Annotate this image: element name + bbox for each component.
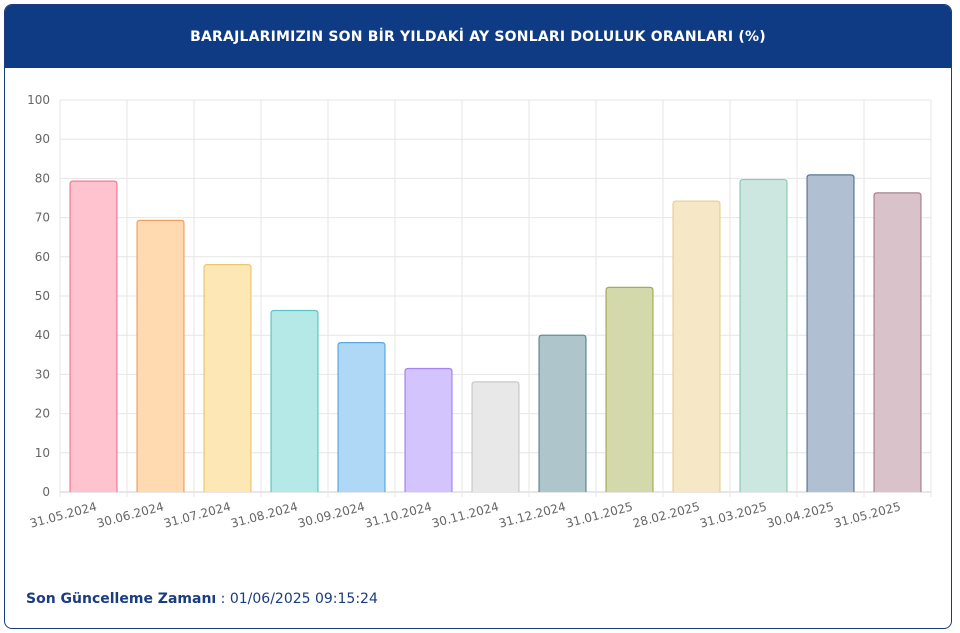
bar <box>605 286 654 492</box>
y-axis-ticks: 0 10 20 30 40 50 60 70 80 90 100 <box>27 93 50 499</box>
x-tick-label: 28.02.2025 <box>631 499 701 530</box>
x-tick-label: 30.04.2025 <box>765 499 835 530</box>
y-tick-label: 0 <box>42 485 50 499</box>
last-update-value: 01/06/2025 09:15:24 <box>229 591 378 607</box>
last-update-label: Son Güncelleme Zamanı <box>26 591 217 607</box>
y-tick-label: 40 <box>35 328 50 342</box>
x-tick-label: 31.08.2024 <box>229 499 299 530</box>
x-tick-label: 31.10.2024 <box>363 499 433 530</box>
y-tick-label: 80 <box>35 171 50 185</box>
last-update: Son Güncelleme Zamanı : 01/06/2025 09:15… <box>26 591 378 607</box>
bar-chart: 0 10 20 30 40 50 60 70 80 90 100 31.05.202430.06.2… <box>27 93 932 531</box>
y-tick-label: 70 <box>35 211 50 225</box>
x-tick-label: 31.01.2025 <box>564 499 634 530</box>
chart-title: BARAJLARIMIZIN SON BİR YILDAKİ AY SONLAR… <box>190 28 766 45</box>
bar <box>471 381 520 492</box>
y-tick-label: 10 <box>35 446 50 460</box>
bar <box>739 178 788 492</box>
x-tick-label: 31.03.2025 <box>698 499 768 530</box>
x-axis-ticks: 31.05.202430.06.202431.07.202431.08.2024… <box>28 499 902 530</box>
last-update-separator: : <box>216 591 230 607</box>
x-tick-label: 30.09.2024 <box>296 499 366 530</box>
x-tick-label: 31.12.2024 <box>497 499 567 530</box>
bar <box>203 264 252 492</box>
y-tick-label: 30 <box>35 367 50 381</box>
bar <box>337 342 386 492</box>
bar <box>69 180 118 492</box>
bars <box>69 174 922 492</box>
x-tick-label: 31.05.2024 <box>28 499 98 530</box>
y-tick-label: 100 <box>27 93 50 107</box>
bar <box>873 192 922 492</box>
bar <box>806 174 855 492</box>
y-tick-label: 90 <box>35 132 50 146</box>
bar <box>404 367 453 492</box>
y-tick-label: 60 <box>35 250 50 264</box>
y-tick-label: 50 <box>35 289 50 303</box>
chart-card: BARAJLARIMIZIN SON BİR YILDAKİ AY SONLAR… <box>4 4 952 629</box>
y-tick-label: 20 <box>35 407 50 421</box>
bar <box>270 309 319 492</box>
bar <box>538 334 587 492</box>
x-tick-label: 31.07.2024 <box>162 499 232 530</box>
card-header: BARAJLARIMIZIN SON BİR YILDAKİ AY SONLAR… <box>5 5 951 68</box>
x-tick-label: 31.05.2025 <box>832 499 902 530</box>
bar <box>136 219 185 492</box>
x-tick-label: 30.11.2024 <box>430 499 500 530</box>
bar <box>672 200 721 492</box>
x-tick-label: 30.06.2024 <box>95 499 165 530</box>
